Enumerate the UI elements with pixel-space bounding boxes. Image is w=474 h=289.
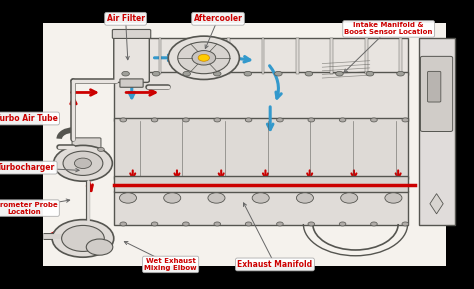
Text: Exhaust Manifold: Exhaust Manifold — [237, 260, 312, 269]
Circle shape — [183, 71, 191, 76]
Circle shape — [336, 71, 343, 76]
Text: Air Filter: Air Filter — [107, 14, 145, 23]
Circle shape — [120, 222, 127, 226]
Circle shape — [214, 118, 220, 122]
Circle shape — [308, 222, 315, 226]
FancyBboxPatch shape — [38, 23, 446, 266]
FancyBboxPatch shape — [365, 38, 368, 74]
Text: Pyrometer Probe
Location: Pyrometer Probe Location — [0, 202, 57, 214]
FancyBboxPatch shape — [114, 33, 149, 82]
Polygon shape — [430, 194, 443, 214]
Circle shape — [178, 42, 230, 74]
Circle shape — [397, 71, 404, 76]
Circle shape — [402, 118, 409, 122]
Circle shape — [62, 225, 104, 251]
Circle shape — [341, 193, 358, 203]
Circle shape — [151, 222, 158, 226]
FancyBboxPatch shape — [420, 56, 453, 131]
Circle shape — [245, 222, 252, 226]
Circle shape — [308, 118, 315, 122]
Circle shape — [339, 222, 346, 226]
Circle shape — [305, 71, 313, 76]
Circle shape — [119, 193, 137, 203]
Circle shape — [86, 239, 113, 255]
Circle shape — [385, 193, 402, 203]
Text: Turbocharger: Turbocharger — [0, 163, 55, 172]
Text: Intake Manifold &
Boost Sensor Location: Intake Manifold & Boost Sensor Location — [345, 23, 433, 35]
FancyBboxPatch shape — [114, 72, 408, 121]
FancyBboxPatch shape — [72, 138, 101, 148]
FancyBboxPatch shape — [114, 191, 408, 225]
Text: Wet Exhaust
Mixing Elbow: Wet Exhaust Mixing Elbow — [144, 258, 197, 271]
Circle shape — [366, 71, 374, 76]
Circle shape — [371, 222, 377, 226]
Circle shape — [182, 118, 189, 122]
Circle shape — [192, 51, 216, 65]
Circle shape — [244, 71, 252, 76]
FancyBboxPatch shape — [262, 38, 264, 74]
FancyBboxPatch shape — [114, 118, 408, 179]
Circle shape — [371, 118, 377, 122]
Circle shape — [252, 193, 269, 203]
Circle shape — [402, 222, 409, 226]
Circle shape — [164, 193, 181, 203]
FancyBboxPatch shape — [227, 38, 230, 74]
Circle shape — [274, 71, 282, 76]
FancyBboxPatch shape — [158, 38, 161, 74]
FancyBboxPatch shape — [112, 29, 151, 38]
FancyBboxPatch shape — [296, 38, 299, 74]
FancyBboxPatch shape — [193, 38, 196, 74]
Circle shape — [277, 118, 283, 122]
Circle shape — [245, 118, 252, 122]
FancyBboxPatch shape — [330, 38, 333, 74]
FancyBboxPatch shape — [124, 38, 127, 74]
FancyBboxPatch shape — [120, 79, 143, 87]
Circle shape — [52, 220, 114, 257]
Circle shape — [74, 158, 91, 168]
Circle shape — [213, 71, 221, 76]
Circle shape — [296, 193, 313, 203]
Circle shape — [277, 222, 283, 226]
Circle shape — [152, 71, 160, 76]
Circle shape — [168, 36, 239, 79]
FancyBboxPatch shape — [0, 0, 43, 289]
Circle shape — [63, 151, 103, 175]
FancyBboxPatch shape — [399, 38, 402, 74]
FancyBboxPatch shape — [114, 176, 408, 192]
Circle shape — [339, 118, 346, 122]
Circle shape — [214, 222, 220, 226]
Circle shape — [98, 147, 104, 151]
Circle shape — [208, 193, 225, 203]
FancyBboxPatch shape — [114, 38, 408, 75]
Circle shape — [120, 118, 127, 122]
Text: Aftercooler: Aftercooler — [193, 14, 243, 23]
FancyBboxPatch shape — [0, 266, 474, 289]
Text: Turbo Air Tube: Turbo Air Tube — [0, 114, 57, 123]
Circle shape — [122, 71, 129, 76]
Circle shape — [182, 222, 189, 226]
Circle shape — [54, 145, 112, 181]
FancyBboxPatch shape — [419, 38, 455, 225]
Circle shape — [151, 118, 158, 122]
FancyBboxPatch shape — [428, 71, 441, 102]
Circle shape — [198, 54, 210, 61]
